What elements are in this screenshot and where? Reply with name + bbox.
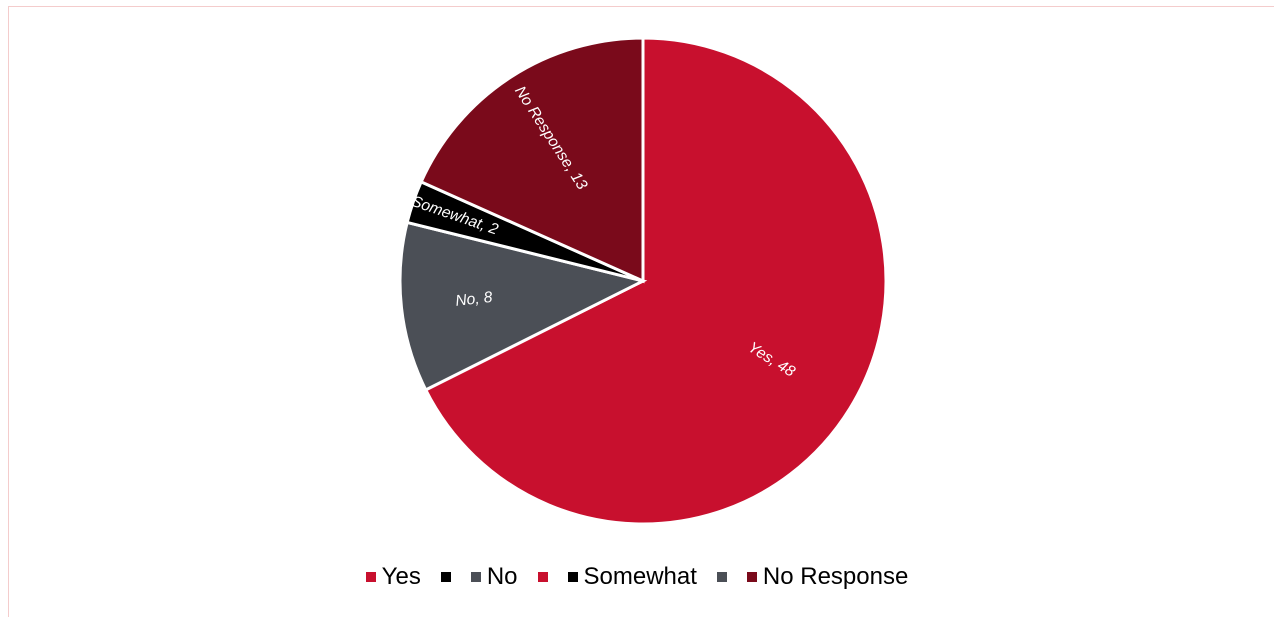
legend-marker-yes [365, 572, 376, 582]
legend-label-somewhat: Somewhat [583, 563, 697, 590]
legend-label-no: No [486, 563, 518, 590]
pie-slice-no-response [419, 36, 645, 284]
legend-marker-no-response [746, 572, 757, 582]
legend-item-no: No [470, 563, 518, 591]
data-label-no: No, 8 [455, 289, 494, 310]
pie-slices [398, 36, 888, 526]
legend-marker-somewhat [567, 572, 578, 582]
legend-item-yes: Yes [365, 563, 421, 591]
legend-label-no-response: No Response [762, 563, 909, 590]
pie-slice-no [398, 220, 648, 392]
legend-item-no-response: No Response [746, 563, 909, 591]
chart-legend: Yes No Somewhat No Response [0, 563, 1274, 591]
legend-label-yes: Yes [381, 563, 421, 590]
legend-marker-extra-3 [716, 572, 727, 582]
chart-frame [8, 6, 1274, 617]
legend-marker-no [470, 572, 481, 582]
legend-marker-extra-1 [440, 572, 451, 582]
legend-marker-extra-2 [537, 572, 548, 582]
legend-item-somewhat: Somewhat [567, 563, 697, 591]
pie-slice-yes [423, 36, 888, 526]
